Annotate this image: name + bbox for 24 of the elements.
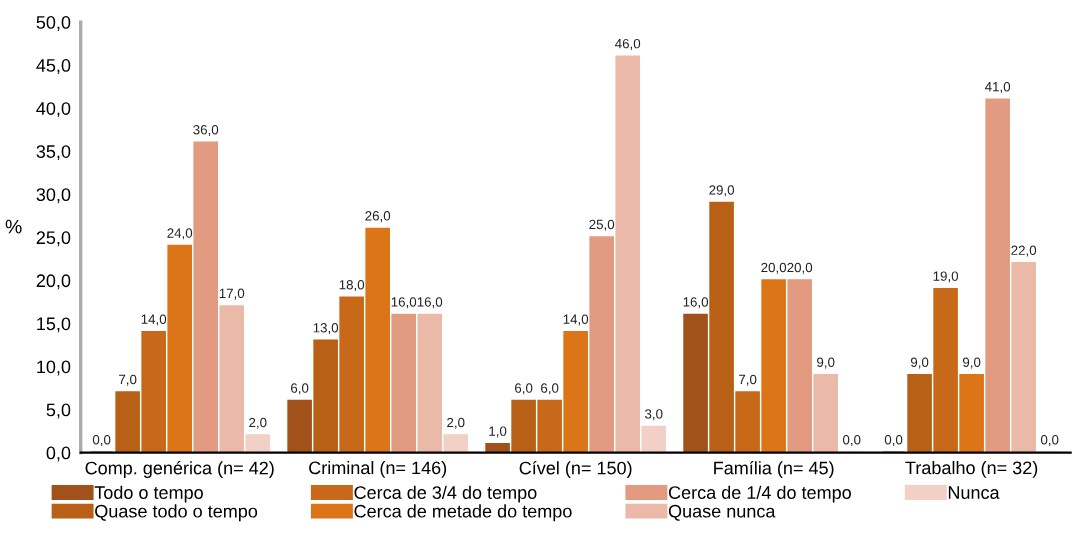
y-tick-label: 35,0 [36, 145, 71, 161]
y-tick-label: 5,0 [46, 403, 71, 419]
legend-label: Quase nunca [668, 504, 776, 521]
y-tick-label: 20,0 [36, 274, 71, 290]
legend-label: Cerca de metade do tempo [354, 504, 572, 522]
x-tick-label: Cível (n= 150) [519, 460, 632, 478]
x-tick-label: Trabalho (n= 32) [905, 460, 1038, 478]
y-tick-label: 50,0 [36, 16, 71, 31]
x-tick-label: Família (n= 45) [714, 460, 834, 478]
x-tick-label: Criminal (n= 146) [309, 460, 447, 478]
legend-label: Cerca de 1/4 do tempo [668, 485, 851, 503]
legend-label: Todo o tempo [94, 485, 203, 503]
legend-label: Cerca de 3/4 do tempo [354, 485, 537, 503]
y-tick-label: 15,0 [37, 317, 71, 333]
legend-label: Quase todo o tempo [95, 504, 258, 522]
y-tick-label: 40,0 [36, 102, 71, 118]
y-tick-label: 45,0 [36, 59, 71, 74]
y-tick-label: 0,0 [46, 446, 71, 462]
y-axis-title: % [5, 219, 22, 234]
x-tick-label: Comp. genérica (n= 42) [85, 460, 274, 479]
y-tick-label: 10,0 [37, 360, 71, 376]
legend-label: Nunca [948, 486, 1000, 499]
y-tick-label: 25,0 [36, 231, 71, 247]
y-tick-label: 30,0 [36, 188, 71, 204]
